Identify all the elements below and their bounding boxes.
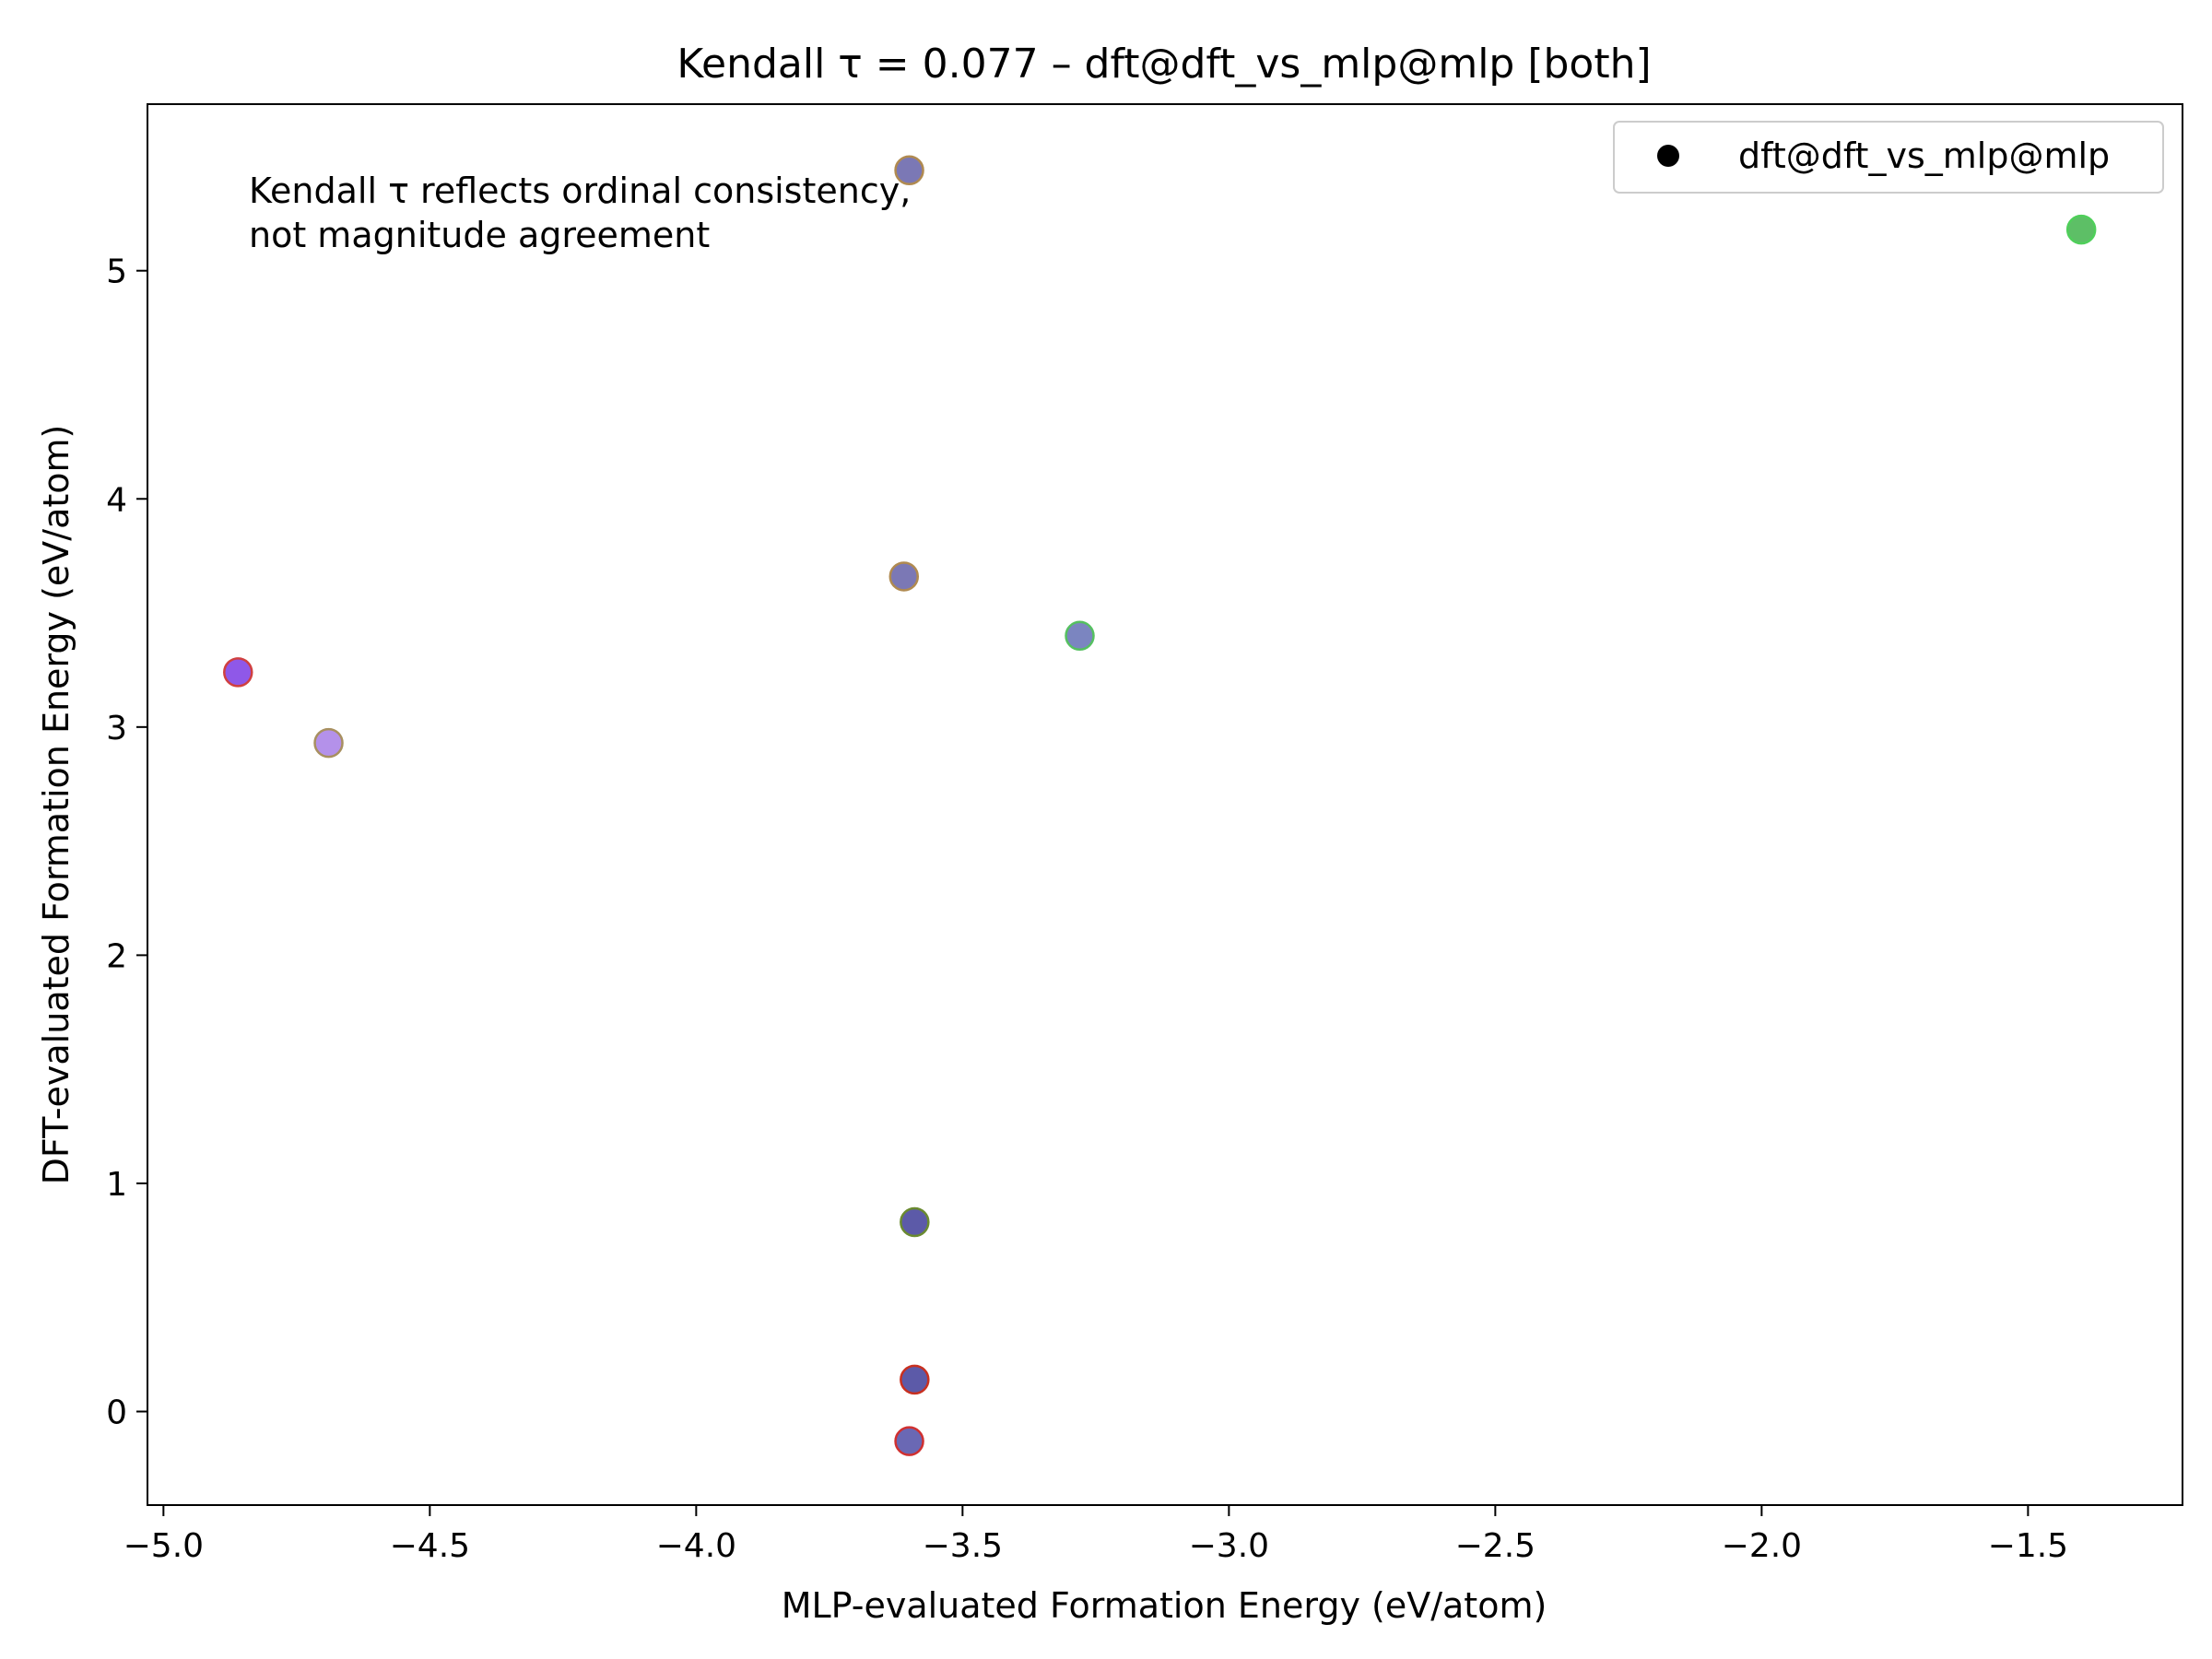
x-tick-label: −2.0 xyxy=(1722,1527,1802,1565)
x-axis: −5.0 −4.5 −4.0 −3.5 −3.0 −2.5 −2.0 −1.5 xyxy=(124,1505,2068,1565)
chart-title: Kendall τ = 0.077 – dft@dft_vs_mlp@mlp [… xyxy=(677,41,1651,88)
legend-label: dft@dft_vs_mlp@mlp xyxy=(1738,135,2110,176)
x-tick-label: −2.5 xyxy=(1455,1527,1535,1565)
data-point xyxy=(900,1364,930,1395)
annotation-line-2: not magnitude agreement xyxy=(249,215,710,255)
y-tick-label: 0 xyxy=(106,1394,127,1432)
legend-box xyxy=(1613,121,2164,194)
y-axis: 0 1 2 3 4 5 xyxy=(106,253,147,1432)
plot-area xyxy=(147,103,2183,1506)
data-point xyxy=(894,155,924,186)
y-tick-label: 2 xyxy=(106,937,127,975)
data-points xyxy=(223,155,2097,1456)
y-tick-label: 3 xyxy=(106,710,127,747)
legend-marker xyxy=(1657,145,1679,167)
data-point xyxy=(888,561,920,592)
x-tick-label: −5.0 xyxy=(124,1527,204,1565)
x-tick-label: −4.5 xyxy=(390,1527,470,1565)
annotation: Kendall τ reflects ordinal consistency, … xyxy=(249,171,911,255)
data-point xyxy=(894,1426,924,1456)
data-point xyxy=(223,657,253,688)
data-point xyxy=(2065,214,2097,245)
x-tick-label: −3.0 xyxy=(1189,1527,1269,1565)
annotation-line-1: Kendall τ reflects ordinal consistency, xyxy=(249,171,911,211)
y-tick-label: 1 xyxy=(106,1166,127,1204)
x-axis-label: MLP-evaluated Formation Energy (eV/atom) xyxy=(782,1585,1547,1626)
y-tick-label: 4 xyxy=(106,481,127,519)
x-tick-label: −3.5 xyxy=(923,1527,1003,1565)
x-tick-label: −4.0 xyxy=(656,1527,736,1565)
data-point xyxy=(313,727,344,759)
plot-frame xyxy=(147,103,2183,1506)
data-point xyxy=(1065,620,1095,652)
x-tick-label: −1.5 xyxy=(1988,1527,2068,1565)
legend: dft@dft_vs_mlp@mlp xyxy=(1613,121,2164,194)
y-axis-label: DFT-evaluated Formation Energy (eV/atom) xyxy=(36,425,76,1185)
data-point xyxy=(900,1206,930,1238)
y-tick-label: 5 xyxy=(106,253,127,291)
